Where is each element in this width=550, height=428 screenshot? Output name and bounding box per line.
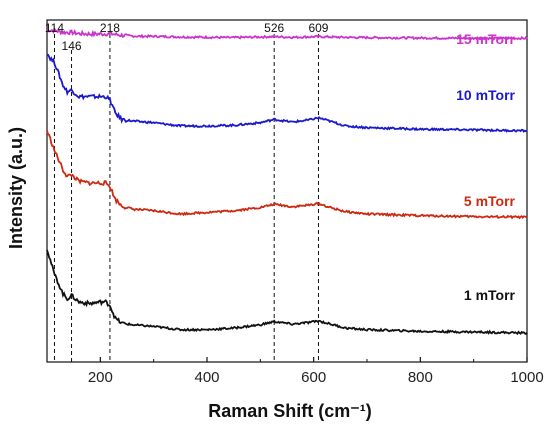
series-line-0 xyxy=(46,26,528,41)
x-tick-label: 400 xyxy=(194,369,219,386)
plot-area xyxy=(46,19,528,363)
peak-label-146: 146 xyxy=(62,39,82,53)
series-labels: 15 mTorr 10 mTorr 5 mTorr 1 mTorr xyxy=(456,31,515,303)
peak-label-218: 218 xyxy=(100,21,120,35)
x-axis: 200 400 600 800 1000 xyxy=(46,357,544,386)
series-label-2: 5 mTorr xyxy=(464,193,516,209)
series-label-3: 1 mTorr xyxy=(464,287,516,303)
series-label-1: 10 mTorr xyxy=(456,87,515,103)
peak-label-609: 609 xyxy=(308,21,328,35)
series-label-0: 15 mTorr xyxy=(456,31,515,47)
x-tick-label: 600 xyxy=(301,369,326,386)
peak-labels: 114 146 218 526 609 xyxy=(45,21,329,53)
peak-marker-lines xyxy=(53,34,319,362)
peak-label-114: 114 xyxy=(45,21,64,35)
series-line-3 xyxy=(46,249,528,336)
x-tick-label: 200 xyxy=(88,369,113,386)
x-tick-label: 800 xyxy=(408,369,433,386)
y-axis-title: Intensity (a.u.) xyxy=(6,127,26,249)
series-line-2 xyxy=(46,130,528,220)
x-axis-title: Raman Shift (cm⁻¹) xyxy=(208,401,372,421)
plot-frame xyxy=(46,19,528,363)
series-line-1 xyxy=(46,53,528,133)
x-tick-label: 1000 xyxy=(510,369,543,386)
series-lines xyxy=(46,26,528,336)
peak-label-526: 526 xyxy=(264,21,284,35)
